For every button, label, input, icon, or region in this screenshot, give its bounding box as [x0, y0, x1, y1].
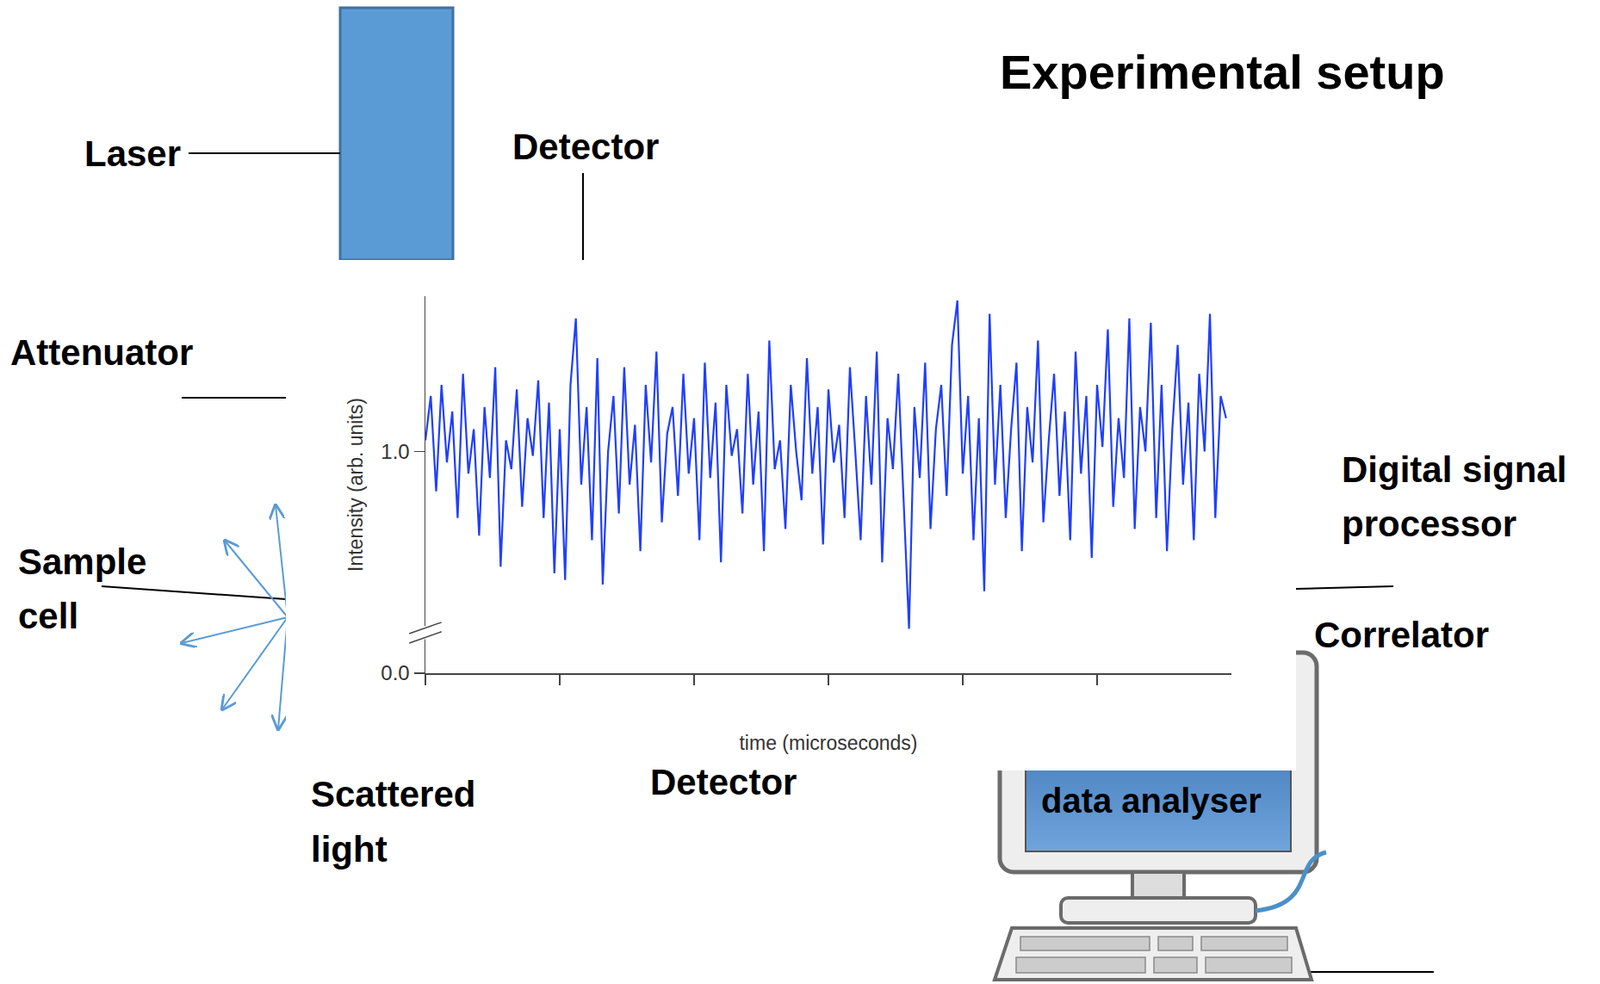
svg-text:Detector: Detector	[512, 126, 659, 168]
svg-text:Intensity (arb. units): Intensity (arb. units)	[344, 397, 367, 572]
svg-text:cell: cell	[18, 595, 79, 637]
svg-text:0.0: 0.0	[380, 661, 410, 685]
svg-text:time (microseconds): time (microseconds)	[738, 731, 918, 755]
svg-text:Sample: Sample	[18, 541, 147, 583]
svg-text:Correlator: Correlator	[1314, 614, 1489, 656]
svg-text:Experimental setup: Experimental setup	[999, 44, 1445, 100]
svg-text:Digital signal: Digital signal	[1341, 449, 1567, 490]
svg-text:Scattered: Scattered	[310, 774, 476, 815]
svg-text:processor: processor	[1341, 503, 1517, 545]
svg-text:Detector: Detector	[650, 762, 797, 803]
svg-text:data analyser: data analyser	[1041, 781, 1262, 820]
svg-text:light: light	[310, 829, 388, 870]
svg-text:Laser: Laser	[84, 133, 181, 174]
svg-text:1.0: 1.0	[380, 440, 410, 464]
svg-text:Attenuator: Attenuator	[10, 332, 193, 373]
